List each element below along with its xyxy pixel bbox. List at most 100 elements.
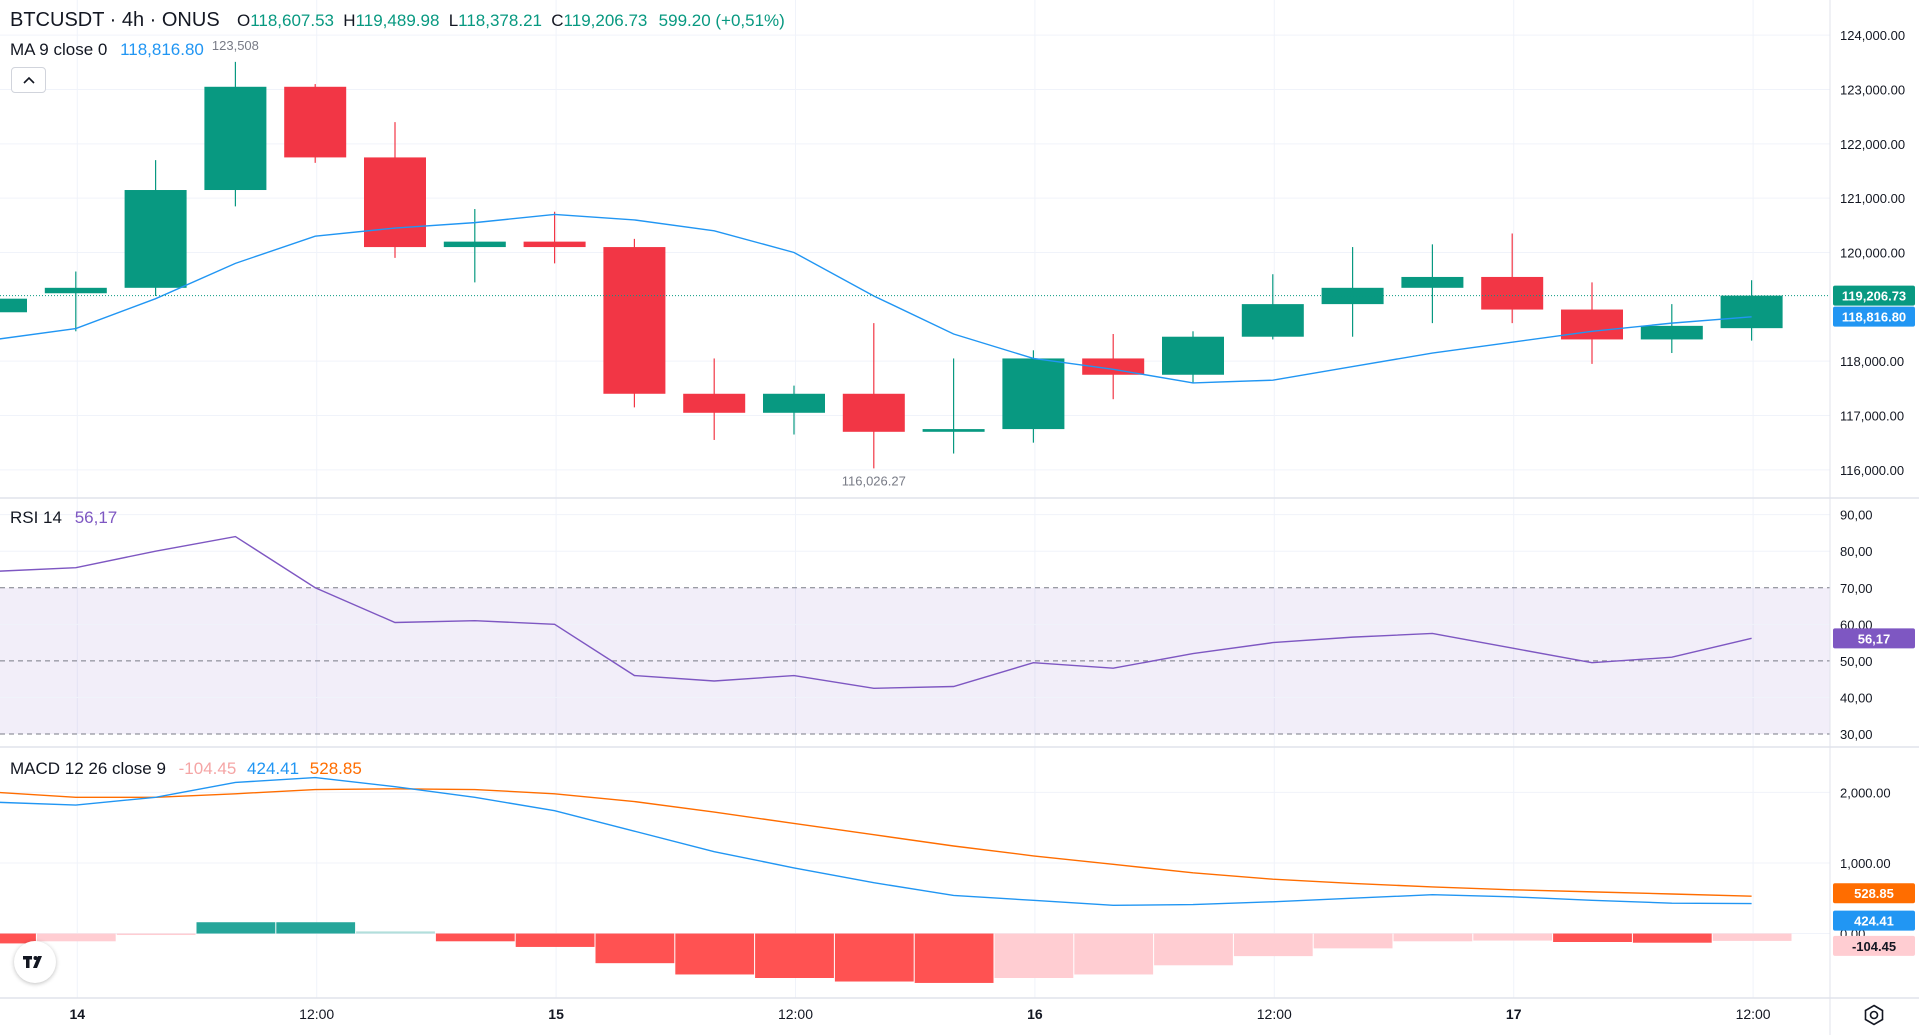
rsi-badge: 56,17	[1858, 631, 1891, 646]
macd-histogram-bar	[755, 933, 834, 978]
tradingview-logo[interactable]	[14, 941, 56, 983]
rsi-label: RSI 14	[10, 508, 62, 527]
rsi-axis-label: 40,00	[1840, 690, 1873, 705]
macd-histogram-bar	[595, 933, 675, 964]
macd-histogram-bar	[994, 933, 1074, 978]
chevron-up-icon	[22, 76, 35, 84]
price-axis-label: 122,000.00	[1840, 137, 1905, 152]
macd-histogram-bar	[1233, 933, 1313, 957]
macd-histogram-bar	[36, 933, 116, 942]
last-price-badge: 119,206.73	[1842, 289, 1906, 304]
macd-hist-badge: -104.45	[1852, 939, 1896, 954]
symbol-title[interactable]: BTCUSDT · 4h · ONUS	[10, 9, 220, 31]
candle-up	[1640, 325, 1703, 340]
candle-up	[763, 393, 825, 413]
price-axis-label: 124,000.00	[1840, 28, 1905, 43]
macd-histogram-bar	[1473, 933, 1553, 941]
ma-value: 118,816.80	[120, 40, 204, 59]
macd-histogram-bar	[1154, 933, 1233, 966]
candle-down	[1481, 276, 1544, 310]
macd-line-badge: 424.41	[1854, 914, 1894, 929]
rsi-badge-bg	[1833, 628, 1915, 649]
tv-logo-mark	[23, 956, 42, 968]
ma-legend[interactable]: MA 9 close 0 118,816.80	[10, 40, 204, 60]
rsi-legend[interactable]: RSI 14 56,17	[10, 508, 117, 528]
candle-down	[364, 157, 426, 248]
ma-price-badge: 118,816.80	[1842, 310, 1906, 325]
macd-histogram-bar	[1393, 933, 1473, 942]
low-annotation: 116,026.27	[842, 473, 906, 488]
candle-down	[1561, 309, 1623, 340]
candle-up	[0, 298, 27, 313]
macd-histogram-bar	[435, 933, 515, 942]
macd-hist-value: -104.45	[178, 759, 237, 778]
macd-legend[interactable]: MACD 12 26 close 9 -104.45 424.41 528.85	[10, 759, 362, 779]
macd-histogram-bar	[116, 933, 196, 936]
rsi-line	[0, 535, 1752, 690]
candle-down	[1082, 358, 1145, 375]
open-label: O	[236, 11, 251, 30]
candle-up	[1162, 336, 1224, 375]
macd-line-value: 424.41	[247, 759, 300, 778]
rsi-value: 56,17	[74, 508, 118, 527]
macd-hist-badge-bg	[1833, 935, 1915, 956]
macd-histogram-bar	[834, 933, 914, 982]
time-axis-label: 15	[548, 1006, 564, 1022]
price-axis-label: 123,000.00	[1840, 83, 1905, 98]
price-axis-label: 117,000.00	[1840, 409, 1904, 424]
macd-histogram-bar	[276, 922, 356, 934]
settings-button[interactable]	[1862, 1003, 1886, 1027]
rsi-axis-label: 80,00	[1840, 544, 1873, 559]
high-value: 119,489.98	[355, 11, 440, 30]
rsi-axis-label: 70,00	[1840, 581, 1873, 596]
candle-up	[1241, 304, 1304, 337]
macd-axis-label: 1,000.00	[1840, 856, 1891, 871]
time-axis-label: 12:00	[778, 1006, 813, 1022]
candle-up	[1720, 295, 1783, 329]
candle-up	[1321, 287, 1384, 305]
macd-histogram-bar	[1074, 933, 1154, 975]
macd-histogram-bar	[356, 931, 435, 934]
macd-histogram-bar	[1632, 933, 1712, 943]
candle-down	[523, 241, 586, 248]
macd-axis-label: 2,000.00	[1840, 785, 1891, 800]
candle-up	[124, 190, 187, 288]
low-label: L	[448, 11, 459, 30]
macd-signal-badge-bg	[1833, 883, 1915, 904]
time-axis-label: 12:00	[1736, 1006, 1771, 1022]
rsi-axis-label: 30,00	[1840, 727, 1873, 742]
macd-label: MACD 12 26 close 9	[10, 759, 166, 778]
candle-up	[1002, 358, 1065, 430]
macd-histogram-bar	[196, 922, 276, 934]
candle-up	[922, 429, 985, 432]
macd-histogram-bar	[1712, 933, 1792, 941]
candle-up	[44, 287, 107, 294]
candle-down	[683, 393, 746, 413]
macd-histogram-bar	[914, 933, 994, 983]
high-annotation: 123,508	[212, 38, 259, 53]
candle-down	[284, 86, 347, 158]
candle-up	[443, 241, 506, 248]
macd-signal-value: 528.85	[309, 759, 362, 778]
price-axis-label: 121,000.00	[1840, 191, 1905, 206]
time-axis-label: 14	[70, 1006, 86, 1022]
candle-down	[603, 247, 666, 394]
time-axis-label: 12:00	[299, 1006, 334, 1022]
price-axis-label: 118,000.00	[1840, 354, 1904, 369]
macd-signal-badge: 528.85	[1854, 886, 1894, 901]
rsi-axis-label: 90,00	[1840, 508, 1873, 523]
gear-icon	[1864, 1004, 1884, 1026]
collapse-legend-button[interactable]	[11, 67, 46, 93]
high-label: H	[343, 11, 356, 30]
symbol-legend: BTCUSDT · 4h · ONUS O118,607.53 H119,489…	[10, 8, 785, 33]
close-value: 119,206.73	[563, 11, 648, 30]
time-axis-label: 16	[1027, 1006, 1043, 1022]
macd-line	[0, 776, 1752, 906]
time-axis-label: 17	[1506, 1006, 1522, 1022]
macd-line-badge-bg	[1833, 910, 1915, 931]
price-axis-label: 116,000.00	[1840, 463, 1904, 478]
low-value: 118,378.21	[458, 11, 542, 30]
candle-up	[204, 86, 267, 191]
macd-signal-line	[0, 788, 1752, 897]
